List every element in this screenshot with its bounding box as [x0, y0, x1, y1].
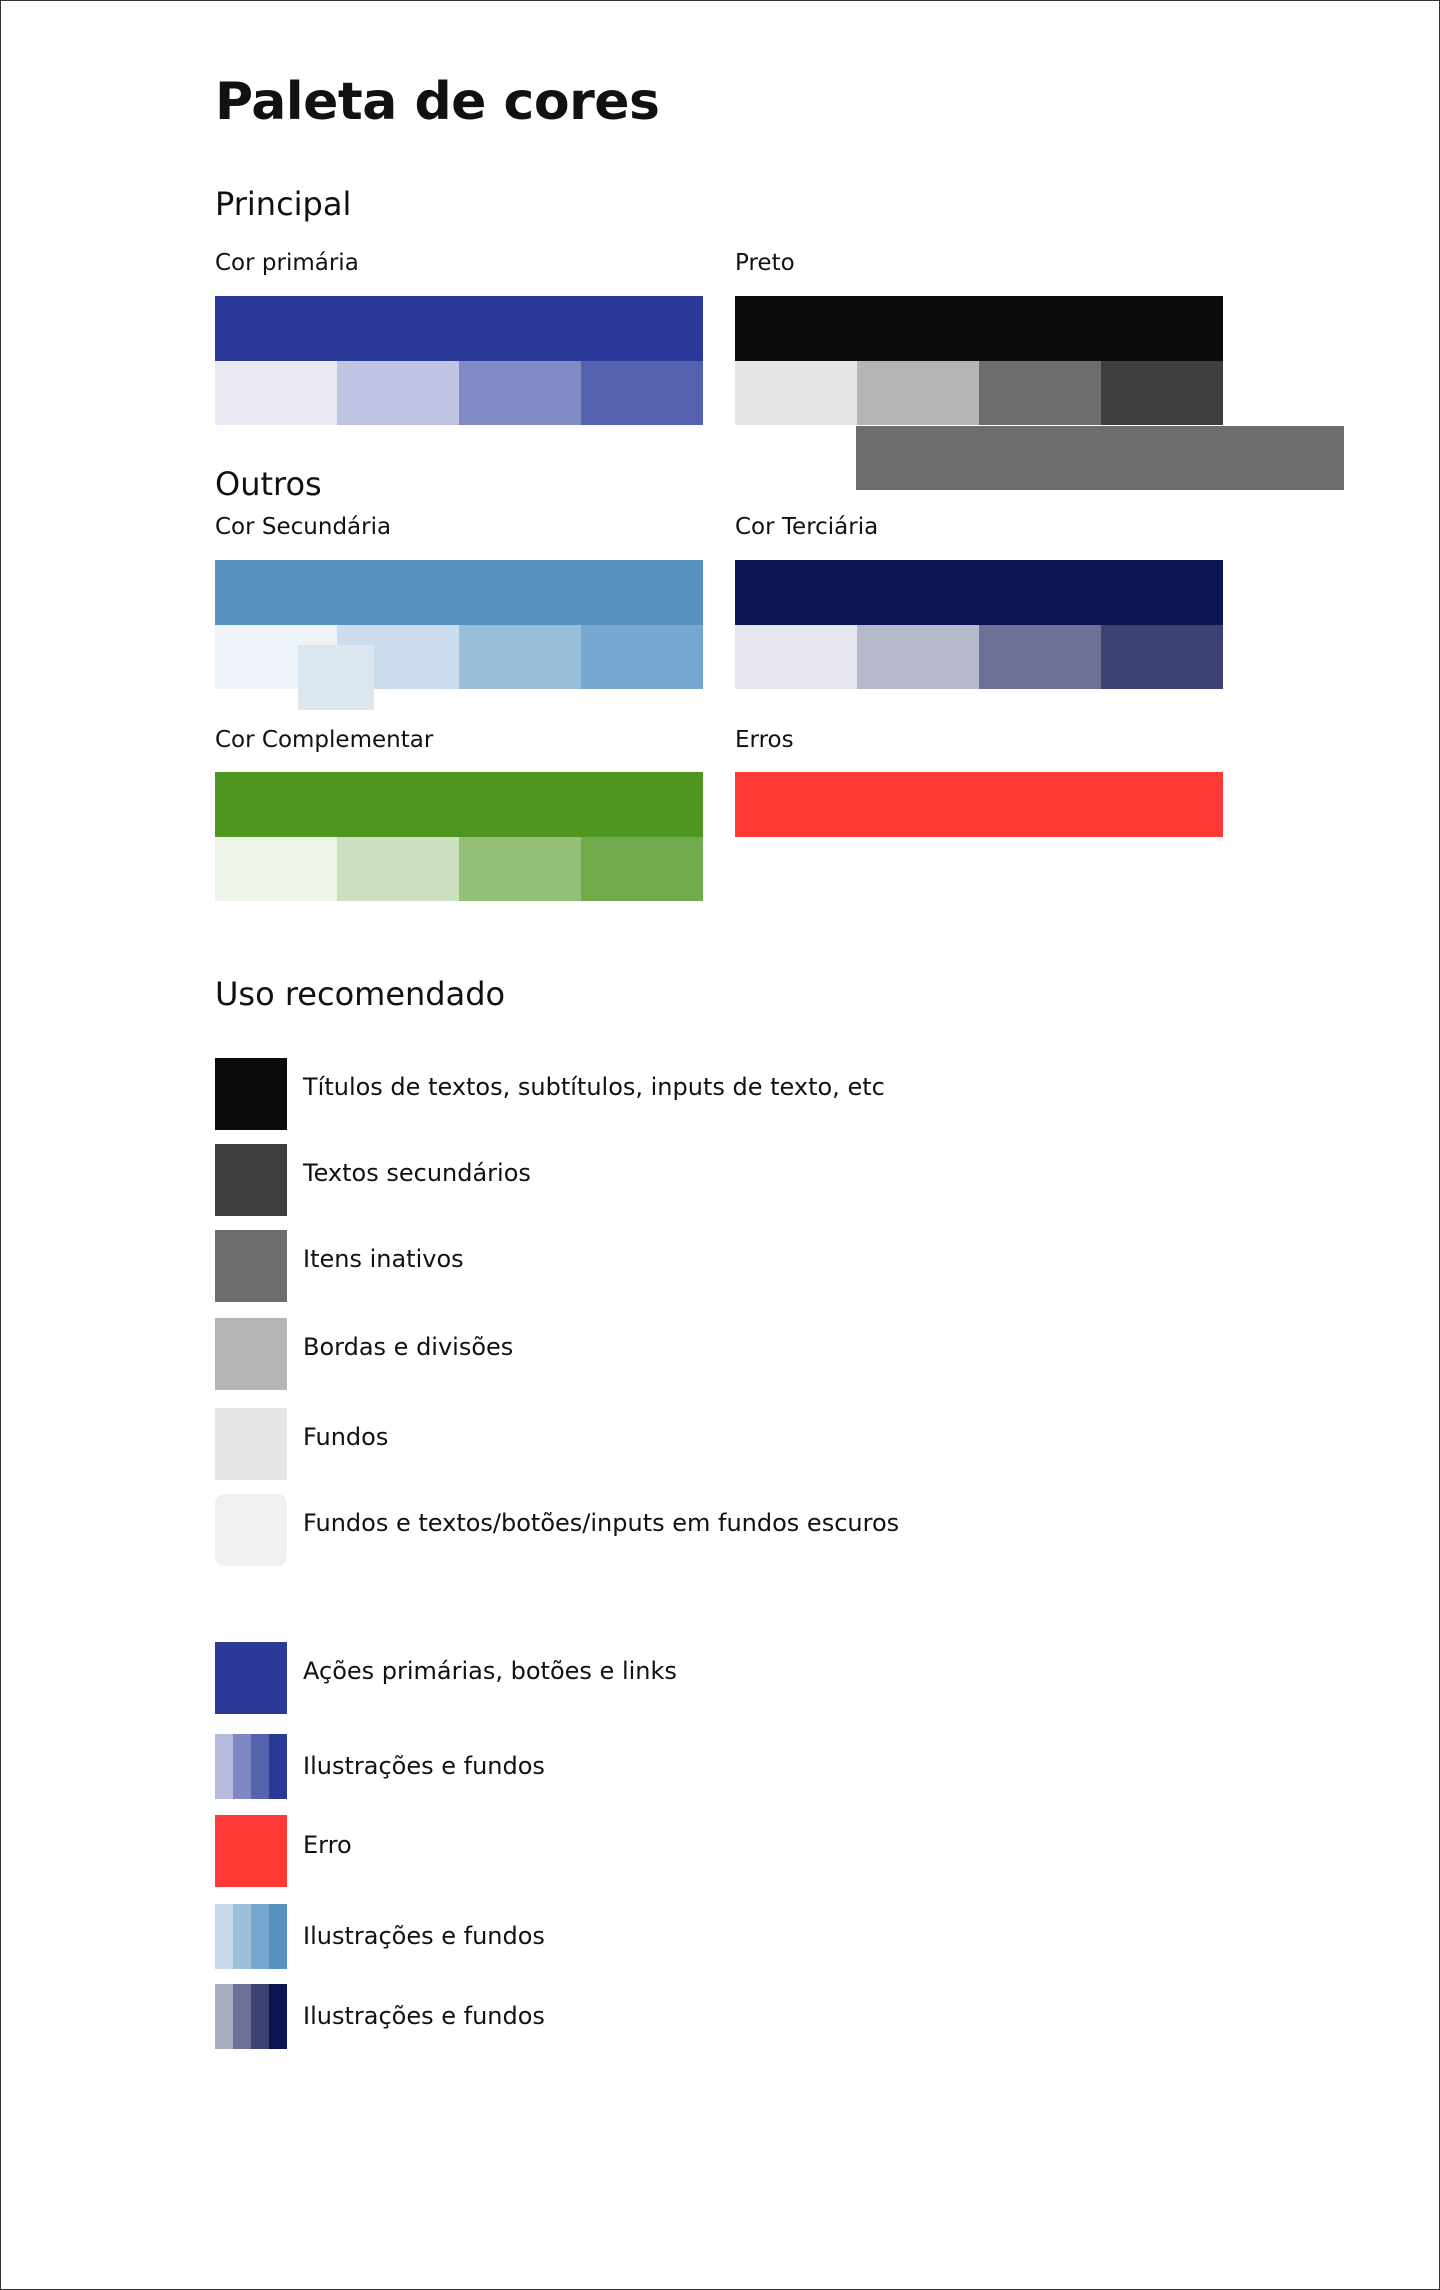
swatch-tertiary-tint [857, 625, 979, 689]
usage-text: Textos secundários [303, 1159, 531, 1187]
usage-swatch-band [233, 1904, 251, 1969]
usage-swatch-band [269, 1734, 287, 1799]
usage-text: Ações primárias, botões e links [303, 1657, 677, 1685]
section-title-outros: Outros [215, 465, 322, 503]
usage-swatch [215, 1230, 287, 1302]
swatch-primary-tint [337, 361, 459, 425]
swatch-tertiary-tint [735, 625, 857, 689]
usage-swatch-band [269, 1904, 287, 1969]
usage-text: Erro [303, 1831, 352, 1859]
usage-text: Ilustrações e fundos [303, 2002, 545, 2030]
swatch-errors-main [735, 772, 1223, 837]
palette-label-errors: Erros [735, 727, 794, 753]
usage-swatch-band [215, 1904, 233, 1969]
swatch-secondary-tint [581, 625, 703, 689]
swatch-black-tint [1101, 361, 1223, 425]
swatch-black-tint [735, 361, 857, 425]
usage-swatch-band [233, 1984, 251, 2049]
swatch-primary-main [215, 296, 703, 361]
swatch-tertiary-main [735, 560, 1223, 625]
swatch-black-main [735, 296, 1223, 361]
swatch-complementary-tint [215, 837, 337, 901]
usage-swatch-band [251, 1984, 269, 2049]
usage-swatch [215, 1642, 287, 1714]
usage-swatch-stack [215, 1734, 287, 1799]
swatch-black-tint [979, 361, 1101, 425]
page-title: Paleta de cores [215, 72, 660, 132]
swatch-complementary-tint [459, 837, 581, 901]
swatch-secondary-tint [459, 625, 581, 689]
swatch-black-extra [856, 426, 1344, 490]
swatch-tertiary-tints [735, 625, 1223, 689]
usage-text: Itens inativos [303, 1245, 464, 1273]
swatch-tertiary-tint [1101, 625, 1223, 689]
swatch-primary-tint [581, 361, 703, 425]
usage-swatch [215, 1815, 287, 1887]
usage-swatch-stack [215, 1904, 287, 1969]
swatch-secondary-extra [298, 645, 374, 710]
swatch-complementary-tints [215, 837, 703, 901]
usage-text: Ilustrações e fundos [303, 1922, 545, 1950]
usage-swatch-band [251, 1734, 269, 1799]
usage-swatch-band [233, 1734, 251, 1799]
usage-swatch [215, 1058, 287, 1130]
usage-swatch [215, 1408, 287, 1480]
palette-label-tertiary: Cor Terciária [735, 514, 879, 540]
usage-swatch [215, 1494, 287, 1566]
usage-text: Títulos de textos, subtítulos, inputs de… [303, 1073, 885, 1101]
section-title-uso: Uso recomendado [215, 975, 506, 1013]
usage-swatch [215, 1318, 287, 1390]
palette-label-complementary: Cor Complementar [215, 727, 434, 753]
usage-swatch-band [269, 1984, 287, 2049]
swatch-primary-tints [215, 361, 703, 425]
palette-label-secondary: Cor Secundária [215, 514, 392, 540]
usage-swatch-stack [215, 1984, 287, 2049]
usage-swatch-band [215, 1734, 233, 1799]
usage-text: Ilustrações e fundos [303, 1752, 545, 1780]
swatch-primary-tint [459, 361, 581, 425]
palette-label-primary: Cor primária [215, 250, 359, 276]
swatch-black-tint [857, 361, 979, 425]
usage-text: Bordas e divisões [303, 1333, 514, 1361]
swatch-complementary-tint [337, 837, 459, 901]
swatch-black-tints [735, 361, 1223, 425]
swatch-complementary-main [215, 772, 703, 837]
swatch-complementary-tint [581, 837, 703, 901]
section-title-principal: Principal [215, 185, 352, 223]
usage-swatch [215, 1144, 287, 1216]
swatch-secondary-tints [215, 625, 703, 689]
usage-text: Fundos [303, 1423, 389, 1451]
usage-swatch-band [215, 1984, 233, 2049]
swatch-tertiary-tint [979, 625, 1101, 689]
usage-swatch-band [251, 1904, 269, 1969]
palette-label-black: Preto [735, 250, 795, 276]
usage-text: Fundos e textos/botões/inputs em fundos … [303, 1509, 900, 1537]
swatch-primary-tint [215, 361, 337, 425]
swatch-secondary-main [215, 560, 703, 625]
